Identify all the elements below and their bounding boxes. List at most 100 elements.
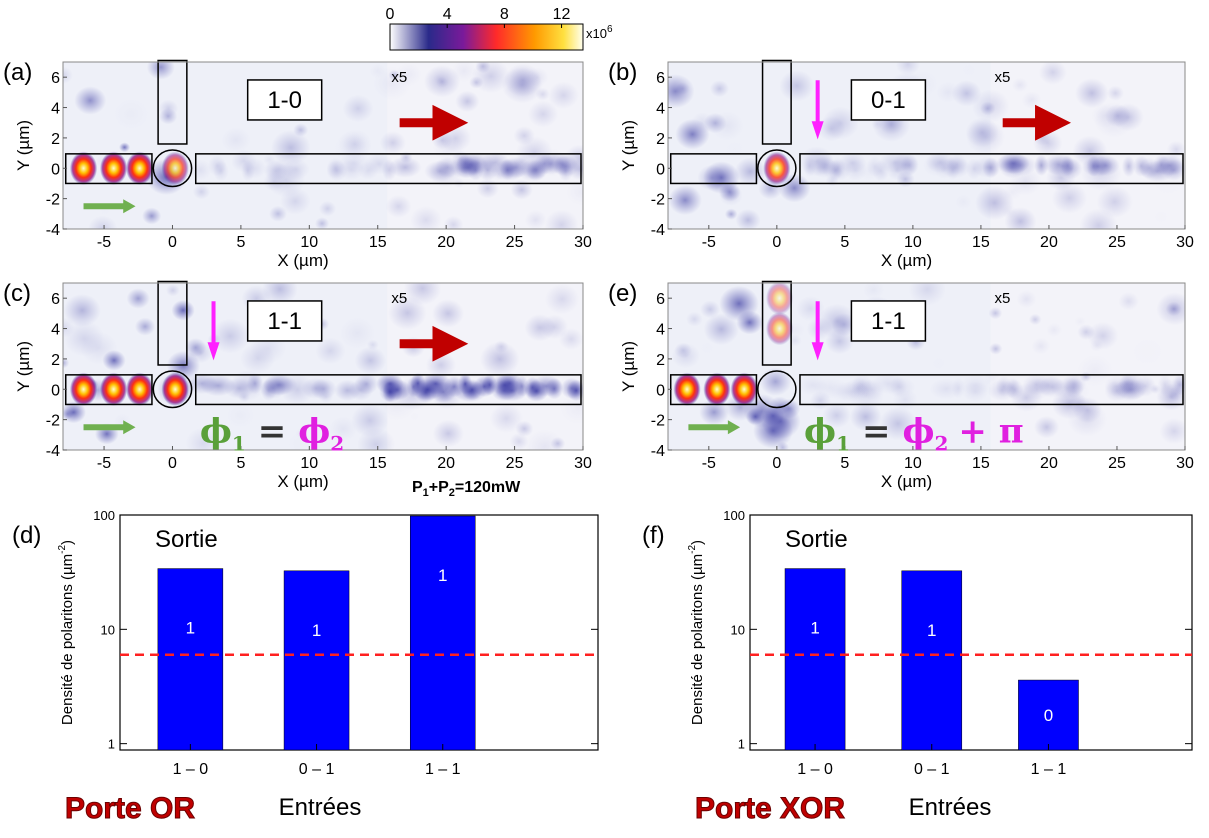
output-guide bbox=[194, 374, 582, 406]
y-tick-label: 6 bbox=[656, 291, 665, 308]
output-guide bbox=[194, 153, 582, 185]
map bbox=[63, 62, 583, 229]
x-tick-label: 0 bbox=[168, 455, 177, 472]
channel-speckle bbox=[382, 381, 397, 403]
state-label: 1-1 bbox=[871, 308, 906, 335]
y-axis-label-text: Densité de polaritons (µm bbox=[689, 554, 706, 725]
equation: ϕ1 = ϕ2 + π bbox=[804, 411, 1024, 455]
speckle bbox=[63, 293, 101, 327]
bar bbox=[784, 568, 846, 751]
y-axis-label: Y (µm) bbox=[14, 120, 33, 171]
hot-spot bbox=[99, 151, 128, 185]
bar bbox=[283, 570, 350, 751]
speckle bbox=[1011, 77, 1029, 93]
y-axis-label-end: ) bbox=[59, 540, 76, 545]
annotation: Sortie bbox=[785, 526, 848, 553]
speckle bbox=[1033, 129, 1063, 157]
speckle bbox=[102, 350, 126, 371]
x-tick-label: 0 – 1 bbox=[299, 761, 335, 778]
speckle bbox=[112, 97, 150, 131]
speckle bbox=[165, 284, 180, 297]
input-arrow-head bbox=[727, 420, 741, 435]
speckle bbox=[351, 403, 389, 438]
speckle bbox=[982, 124, 1006, 145]
hot-spot bbox=[161, 372, 189, 406]
speckle bbox=[1016, 290, 1037, 309]
channel-speckle bbox=[434, 156, 461, 179]
speckle bbox=[724, 208, 738, 220]
x-tick-label: 15 bbox=[369, 455, 387, 472]
channel-speckle bbox=[241, 160, 255, 182]
speckle bbox=[432, 299, 465, 328]
speckle bbox=[548, 81, 579, 109]
control-guide bbox=[157, 280, 188, 366]
power-part: 2 bbox=[449, 487, 455, 499]
speckle bbox=[192, 184, 211, 200]
y-tick-label: 1 bbox=[738, 737, 745, 752]
x-tick-label: 20 bbox=[1040, 455, 1058, 472]
speckle bbox=[385, 194, 412, 218]
speckle bbox=[849, 402, 882, 432]
equation-part: ϕ bbox=[902, 411, 934, 451]
x-tick-label: 1 – 1 bbox=[425, 761, 461, 778]
x-tick-label: -5 bbox=[702, 234, 716, 251]
y-tick-label: 1 bbox=[108, 737, 115, 752]
y-tick-label: -4 bbox=[651, 222, 665, 239]
speckle bbox=[721, 137, 747, 160]
y-tick-label: 0 bbox=[51, 382, 60, 399]
speckle bbox=[315, 337, 346, 365]
y-tick-label: -4 bbox=[651, 443, 665, 460]
speckle bbox=[63, 357, 70, 369]
x-tick-label: 15 bbox=[972, 234, 990, 251]
channel-speckle bbox=[1038, 376, 1066, 398]
speckle bbox=[776, 441, 790, 450]
speckle bbox=[550, 436, 566, 450]
speckle bbox=[188, 342, 213, 364]
x-axis-label: Entrées bbox=[909, 794, 992, 821]
equation-part: 1 bbox=[836, 431, 850, 455]
y-axis-label-end: ) bbox=[689, 540, 706, 545]
speckle bbox=[1079, 208, 1118, 229]
x-tick-label: 0 bbox=[772, 234, 781, 251]
speckle bbox=[870, 118, 884, 130]
x-axis-label: X (µm) bbox=[881, 472, 932, 491]
speckle bbox=[524, 210, 547, 229]
bar-output-label: 0 bbox=[1044, 706, 1053, 725]
x-tick-label: 1 – 1 bbox=[1031, 761, 1067, 778]
speckle bbox=[1089, 339, 1104, 352]
speckle bbox=[146, 62, 175, 80]
y-tick-label: -2 bbox=[46, 192, 60, 209]
x-tick-label: 1 – 0 bbox=[797, 761, 833, 778]
input-arrow-head bbox=[123, 199, 136, 214]
speckle bbox=[1021, 91, 1042, 109]
speckle bbox=[965, 117, 999, 148]
speckle bbox=[719, 285, 759, 322]
y-tick-label: 2 bbox=[656, 352, 665, 369]
y-tick-label: -4 bbox=[46, 443, 60, 460]
gain-label: x5 bbox=[995, 290, 1011, 307]
panel-label: (e) bbox=[608, 280, 637, 307]
control-guide bbox=[157, 59, 188, 145]
junction bbox=[152, 149, 193, 188]
speckle bbox=[796, 295, 825, 322]
colorbar-tick-label: 4 bbox=[443, 6, 452, 23]
speckle bbox=[339, 317, 376, 350]
colorbar-exponent: 6 bbox=[607, 24, 613, 35]
y-tick-label: 4 bbox=[51, 322, 60, 339]
map bbox=[668, 62, 1185, 229]
hot-spot bbox=[765, 283, 794, 315]
power-part: +P bbox=[429, 479, 449, 496]
speckle bbox=[338, 129, 372, 160]
speckle bbox=[279, 187, 311, 215]
speckle bbox=[700, 300, 721, 319]
speckle bbox=[63, 401, 87, 424]
x-tick-label: 5 bbox=[840, 455, 849, 472]
panel-label: (d) bbox=[12, 522, 41, 549]
speckle bbox=[697, 164, 727, 191]
control-guide bbox=[761, 59, 792, 145]
speckle bbox=[515, 420, 534, 437]
speckle bbox=[825, 328, 854, 355]
x-tick-label: -5 bbox=[97, 455, 111, 472]
speckle bbox=[134, 317, 156, 336]
frame bbox=[62, 61, 584, 230]
